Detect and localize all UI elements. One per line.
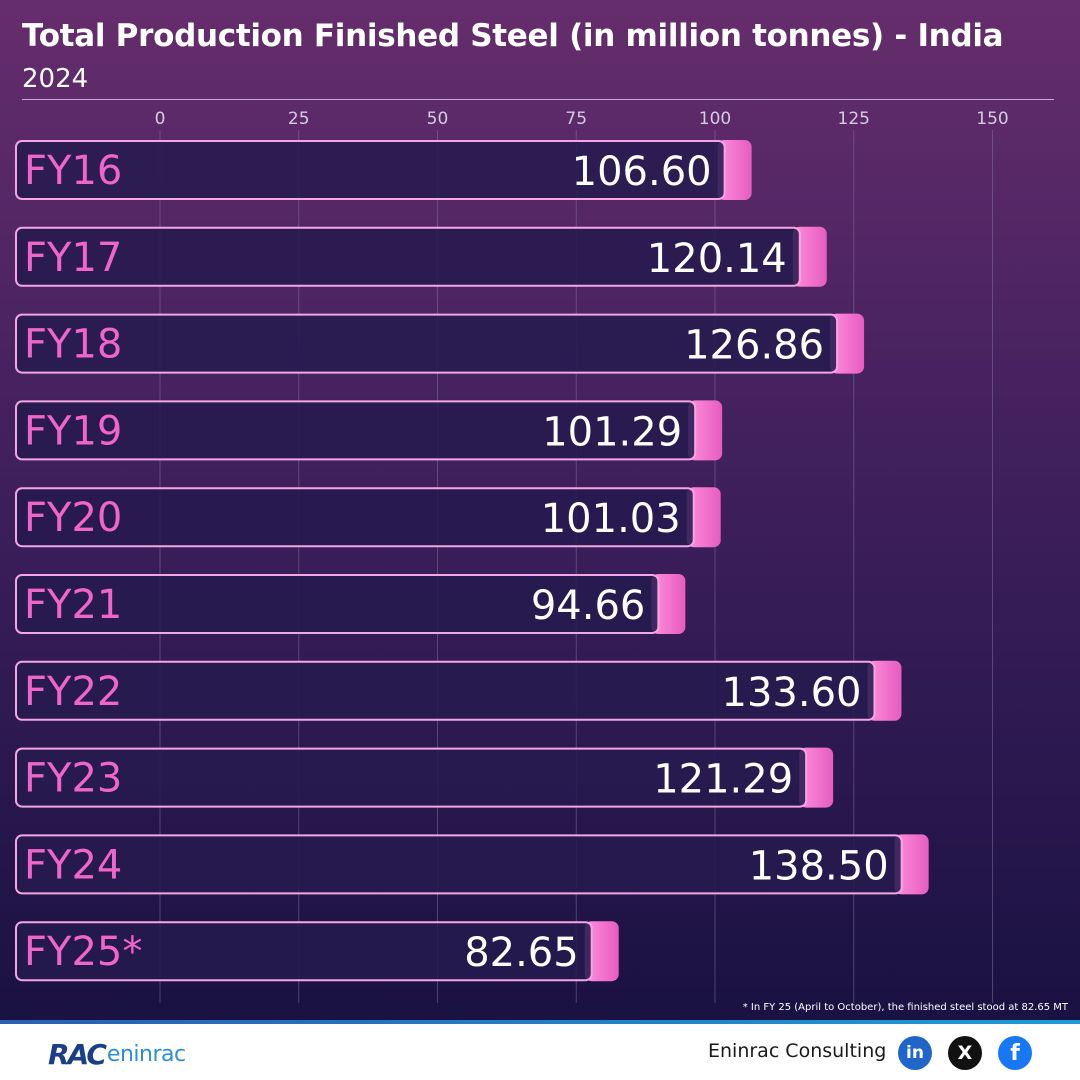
- value-label: 121.29: [653, 757, 793, 803]
- logo-mark: RAC: [48, 1037, 107, 1071]
- category-label: FY19: [24, 408, 122, 454]
- x-tick-label: 150: [976, 109, 1008, 129]
- bar-accent: [584, 921, 619, 982]
- bar: [15, 487, 695, 548]
- footer-accent-line: [0, 1020, 1080, 1024]
- category-label: FY20: [24, 495, 122, 541]
- bar-accent: [799, 747, 834, 808]
- chart-title: Total Production Finished Steel (in mill…: [22, 18, 1004, 54]
- value-label: 101.03: [541, 496, 681, 542]
- bar-chart: 0 25 50 75 100 125 150 FY16 106.60 FY17 120.14 FY18…: [15, 109, 1009, 1003]
- x-icon[interactable]: X: [948, 1036, 982, 1070]
- bar: [15, 400, 697, 461]
- bar-accent: [686, 487, 721, 548]
- title-divider: [22, 99, 1054, 100]
- chart-subtitle: 2024: [22, 64, 89, 94]
- value-label: 133.60: [722, 670, 862, 716]
- company-name: Eninrac Consulting: [708, 1040, 887, 1062]
- bar: [15, 834, 903, 895]
- value-label: 126.86: [684, 323, 824, 369]
- value-label: 101.29: [542, 409, 682, 455]
- category-label: FY23: [24, 756, 122, 802]
- footnote: * In FY 25 (April to October), the finis…: [742, 1002, 1068, 1013]
- linkedin-icon[interactable]: in: [898, 1036, 932, 1070]
- x-tick-label: 25: [288, 109, 310, 129]
- category-label: FY18: [24, 322, 122, 368]
- x-tick-label: 50: [427, 109, 449, 129]
- value-label: 120.14: [647, 236, 787, 282]
- value-label: 106.60: [572, 149, 712, 195]
- category-label: FY17: [24, 235, 122, 281]
- x-tick-label: 100: [699, 109, 731, 129]
- x-tick-label: 75: [565, 109, 587, 129]
- bar-accent: [688, 400, 723, 461]
- bar: [15, 921, 593, 982]
- bar-accent: [717, 140, 752, 200]
- bar: [15, 747, 808, 808]
- category-label: FY21: [24, 582, 122, 628]
- category-label: FY25*: [24, 929, 142, 975]
- logo-text: eninrac: [106, 1041, 186, 1067]
- bar: [15, 313, 839, 374]
- x-tick-label: 0: [155, 109, 166, 129]
- category-label: FY24: [24, 842, 122, 888]
- facebook-icon[interactable]: f: [998, 1036, 1032, 1070]
- bar-accent: [792, 226, 827, 287]
- bar-accent: [651, 574, 686, 634]
- x-tick-label: 125: [838, 109, 870, 129]
- category-label: FY16: [24, 148, 122, 194]
- category-label: FY22: [24, 669, 122, 715]
- bar: [15, 140, 726, 200]
- bar-accent: [894, 834, 929, 895]
- value-label: 138.50: [749, 843, 889, 889]
- value-label: 82.65: [464, 930, 579, 976]
- value-label: 94.66: [531, 583, 646, 629]
- bar: [15, 226, 801, 287]
- bar: [15, 660, 876, 721]
- eninrac-logo: RAC eninrac: [48, 1037, 186, 1071]
- bar-accent: [867, 660, 902, 721]
- bar: [15, 574, 660, 634]
- bar-accent: [830, 313, 865, 374]
